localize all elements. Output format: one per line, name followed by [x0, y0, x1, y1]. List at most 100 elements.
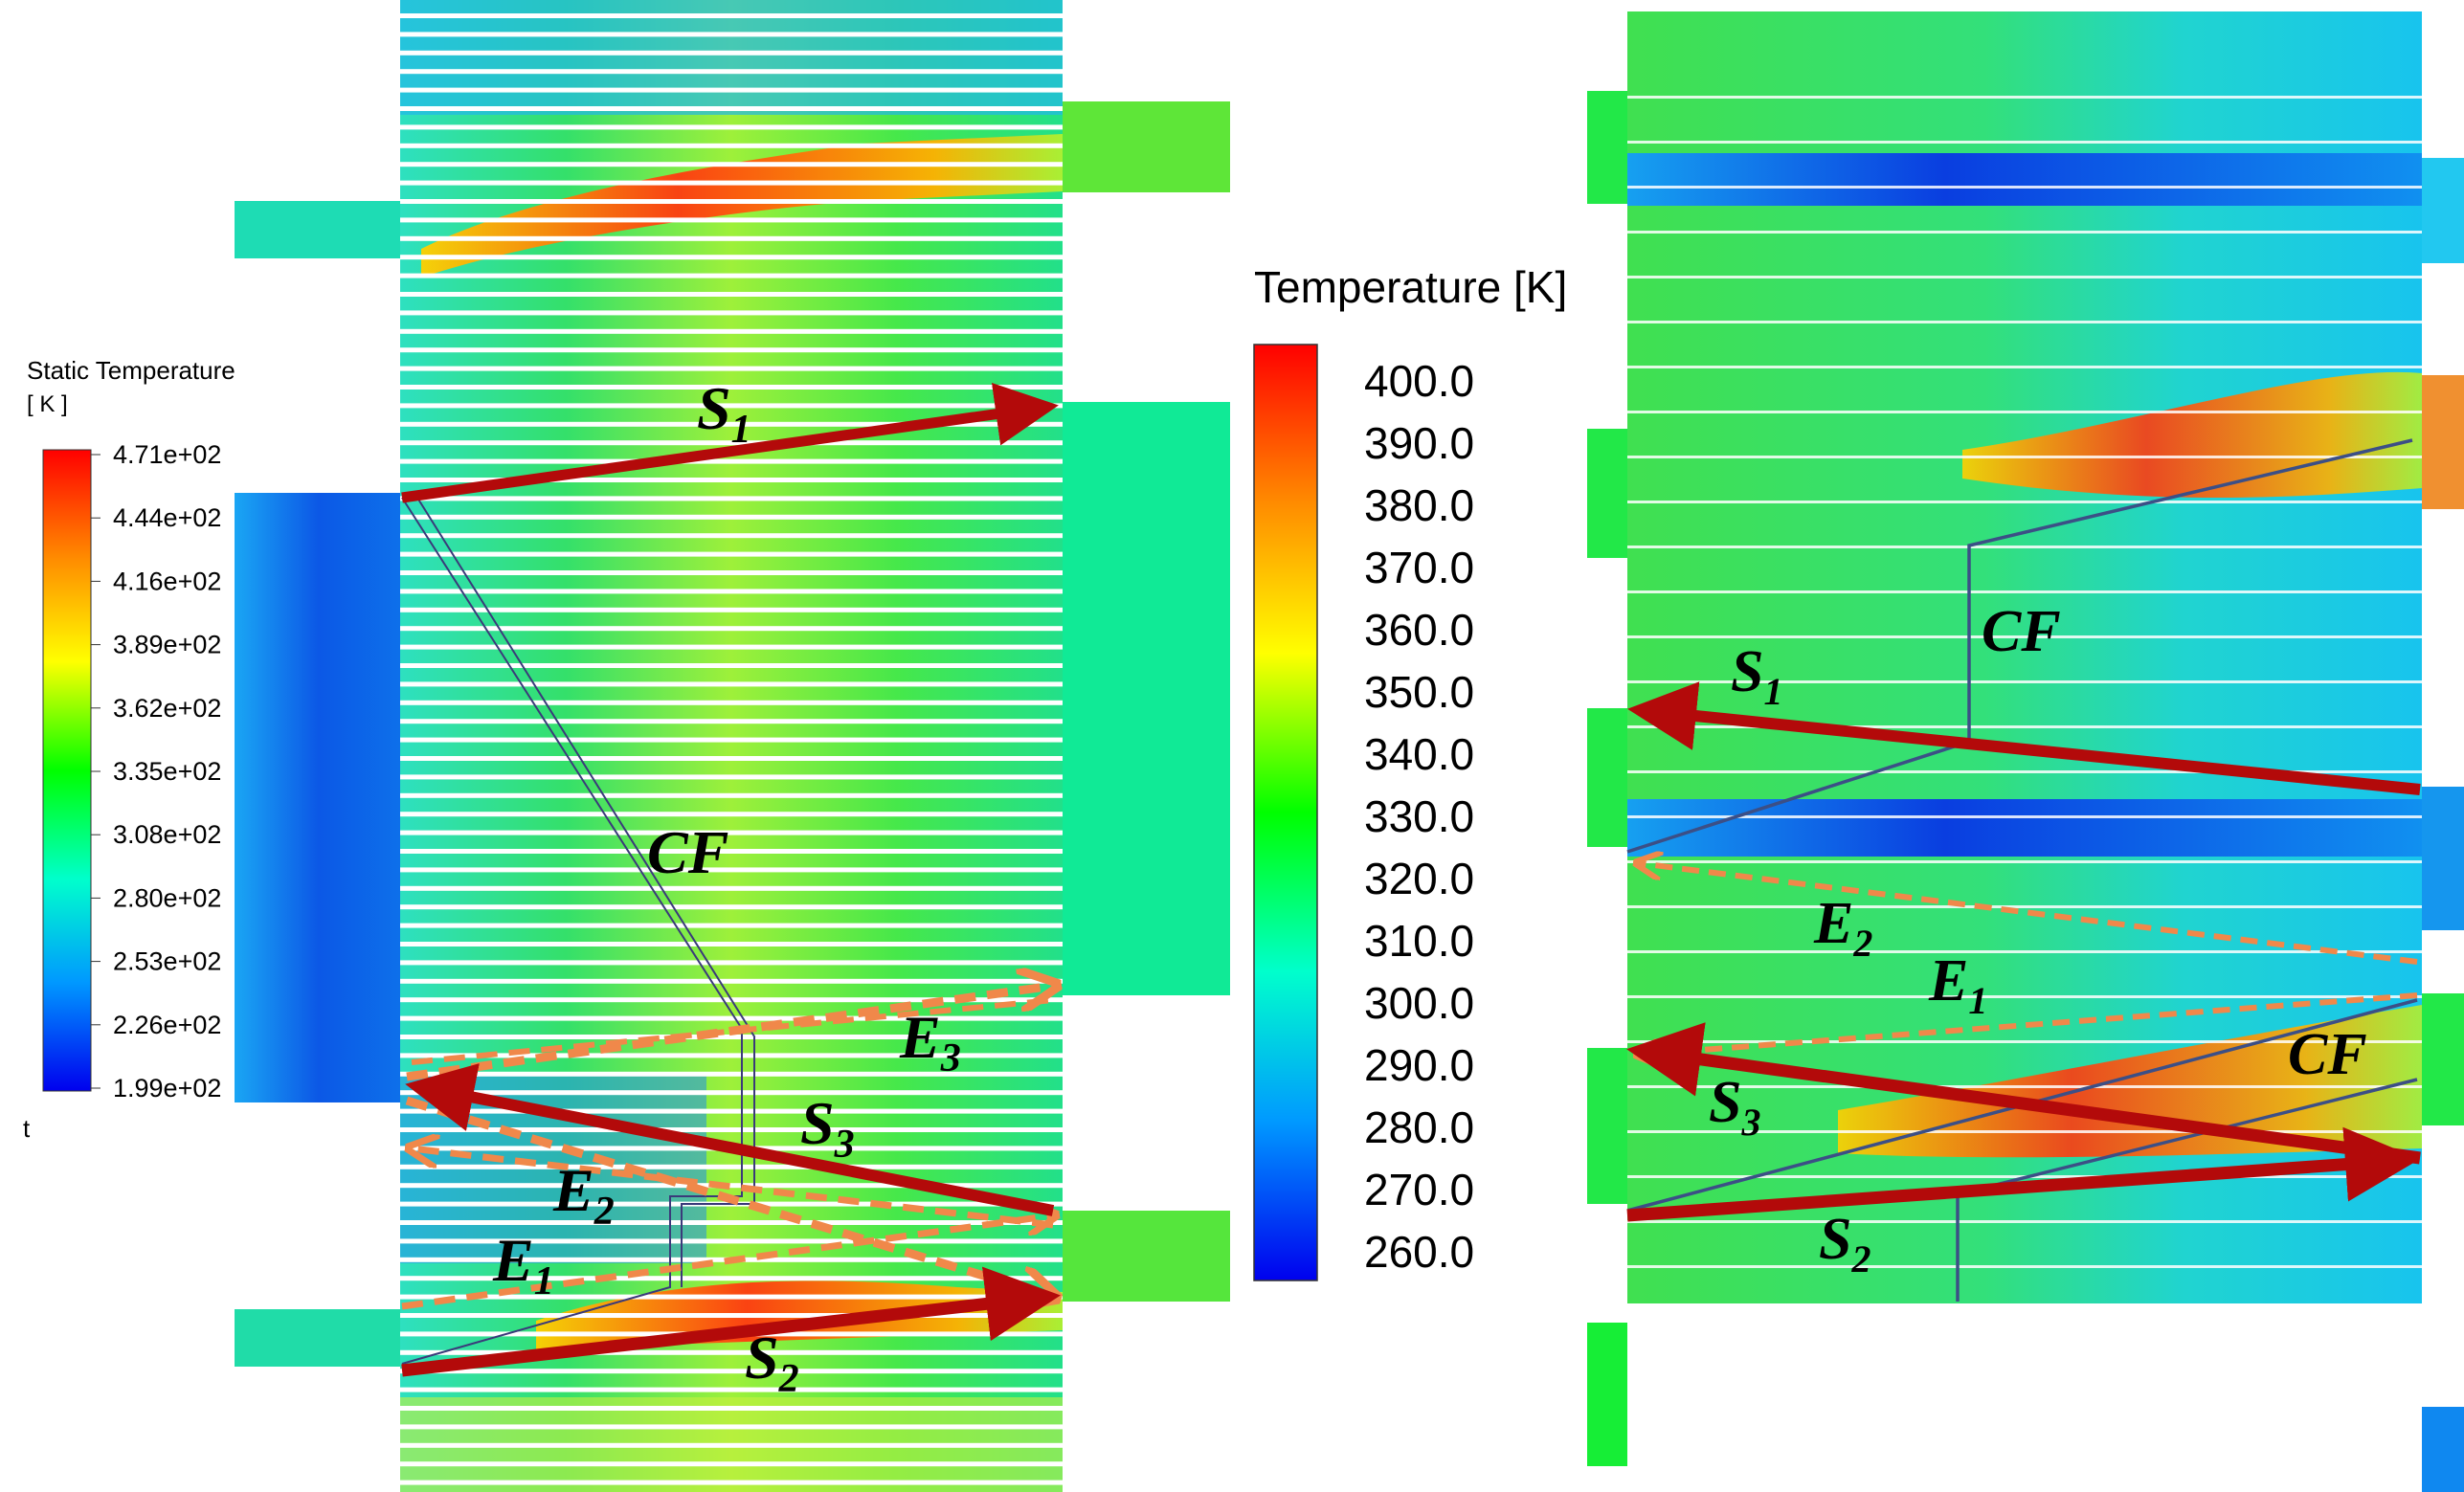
right-port-6 — [2422, 158, 2464, 263]
e2-arrow — [405, 1096, 1053, 1297]
center-legend-title: Temperature [K] — [1254, 262, 1567, 312]
right-port-3 — [1587, 708, 1627, 847]
center-legend-tick-label: 370.0 — [1364, 543, 1474, 592]
left-legend-tick-label: 2.53e+02 — [113, 947, 221, 976]
right-channel-separator — [1627, 96, 2422, 99]
left-stream-arrows — [401, 382, 1061, 1377]
left-inlet-port-top — [235, 201, 402, 258]
e3-arrow — [406, 986, 1053, 1081]
right-port-9 — [2422, 993, 2464, 1125]
left-inlet-block-cold — [235, 493, 402, 1102]
left-channel-separator — [400, 1294, 1063, 1300]
left-channel-separator — [400, 1424, 1063, 1430]
center-legend-ticks: 400.0 390.0 380.0 370.0 360.0 350.0 340.0 330.0… — [1364, 356, 1474, 1277]
left-inlet-port-bottom — [235, 1309, 402, 1367]
left-channel-separator — [400, 1480, 1063, 1485]
left-channel-separator — [400, 421, 1063, 427]
left-channel-separator — [400, 478, 1063, 482]
left-channel-separator — [400, 867, 1063, 873]
left-label-cf: CF — [647, 818, 728, 886]
right-channel-separator — [1627, 680, 2422, 683]
left-channel-separator — [400, 1349, 1063, 1355]
left-channel-separator — [400, 514, 1063, 520]
left-channel-separator — [400, 1461, 1063, 1467]
left-channel-separator — [400, 273, 1063, 278]
left-channel-separator — [400, 1071, 1063, 1077]
right-channel-separator — [1627, 635, 2422, 638]
left-channel-separator — [400, 124, 1063, 130]
right-channel-separator — [1627, 546, 2422, 548]
right-port-2 — [1587, 429, 1627, 558]
left-channel-separator — [400, 1164, 1063, 1169]
left-channel-separator — [400, 1313, 1063, 1318]
right-label-cf-bottom: CF — [2288, 1022, 2367, 1087]
left-label-s3: S3 — [800, 1089, 855, 1167]
s2-arrow — [401, 1266, 1061, 1377]
right-port-4 — [1587, 1048, 1627, 1204]
left-channel-separator — [400, 50, 1063, 56]
right-port-7 — [2422, 375, 2464, 509]
right-channel-separator — [1627, 321, 2422, 323]
left-channel-separator — [400, 199, 1063, 204]
left-channel-separator — [400, 385, 1063, 390]
left-label-e2: E2 — [552, 1156, 615, 1234]
left-legend-ticks: 4.71e+02 4.44e+02 4.16e+02 3.89e+02 3.62e+02… — [91, 440, 221, 1102]
right-labels: CF S1 E2 E1 CF S3 S2 — [1709, 599, 2367, 1280]
right-port-5 — [1587, 1323, 1627, 1466]
right-port-8 — [2422, 787, 2464, 930]
e2-return-arrow — [412, 1148, 1054, 1229]
left-channel-separator — [400, 13, 1063, 18]
right-port-1 — [1587, 91, 1627, 204]
left-channel-separator — [400, 1406, 1063, 1411]
center-legend-tick-label: 270.0 — [1364, 1165, 1474, 1214]
right-channel-separator — [1627, 995, 2422, 998]
left-label-s2: S2 — [745, 1324, 799, 1401]
left-legend-tick-label: 3.08e+02 — [113, 820, 221, 849]
left-channel-separator — [400, 737, 1063, 743]
left-outlet-block — [1063, 402, 1230, 995]
center-legend-tick-label: 360.0 — [1364, 605, 1474, 655]
left-labels: S1 CF E3 S3 E2 E1 S2 — [492, 374, 961, 1401]
left-channel-separator — [400, 923, 1063, 928]
left-label-e1: E1 — [492, 1226, 554, 1303]
left-channel-separator — [400, 440, 1063, 446]
right-channel-separator — [1627, 276, 2422, 278]
right-channel-separator — [1627, 501, 2422, 503]
right-channel-separator — [1627, 950, 2422, 953]
left-channel-separator — [400, 1369, 1063, 1374]
left-channel-separator — [400, 681, 1063, 687]
right-channel-separator — [1627, 725, 2422, 728]
left-channel-separator — [400, 292, 1063, 297]
left-channel-separator — [400, 310, 1063, 316]
left-legend-unit: [ K ] — [27, 391, 68, 417]
right-exchange-arrows — [1639, 863, 2418, 1055]
right-channel-separator — [1627, 770, 2422, 773]
center-legend-tick-label: 300.0 — [1364, 978, 1474, 1028]
left-legend-tick-label: 2.80e+02 — [113, 883, 221, 912]
left-channel-separator — [400, 812, 1063, 817]
center-legend-tick-label: 290.0 — [1364, 1040, 1474, 1090]
right-channel-separator — [1627, 1085, 2422, 1088]
left-channel-separator — [400, 1108, 1063, 1114]
left-legend-tick-label: 4.71e+02 — [113, 440, 221, 469]
left-channel-separator — [400, 143, 1063, 148]
left-channel-separator — [400, 885, 1063, 891]
left-channel-separator — [400, 180, 1063, 186]
left-channel-separator — [400, 663, 1063, 668]
left-channel-separator — [400, 1127, 1063, 1132]
center-legend-tick-label: 400.0 — [1364, 356, 1474, 406]
left-channel-separator — [400, 1015, 1063, 1021]
left-channel-separator — [400, 1183, 1063, 1189]
s1-arrow — [401, 382, 1059, 503]
left-channel-separator — [400, 774, 1063, 780]
left-channel-separator — [400, 255, 1063, 260]
left-channel-separator — [400, 87, 1063, 93]
left-channel-separator — [400, 589, 1063, 594]
left-channel-separator — [400, 570, 1063, 575]
right-cf-line-top — [1626, 438, 2413, 854]
left-colorbar-legend: Static Temperature [ K ] 4.71e+02 4.44e+0… — [23, 356, 235, 1143]
left-channel-separator — [400, 235, 1063, 241]
right-channel-separator — [1627, 411, 2422, 413]
left-channel-separator — [400, 756, 1063, 761]
